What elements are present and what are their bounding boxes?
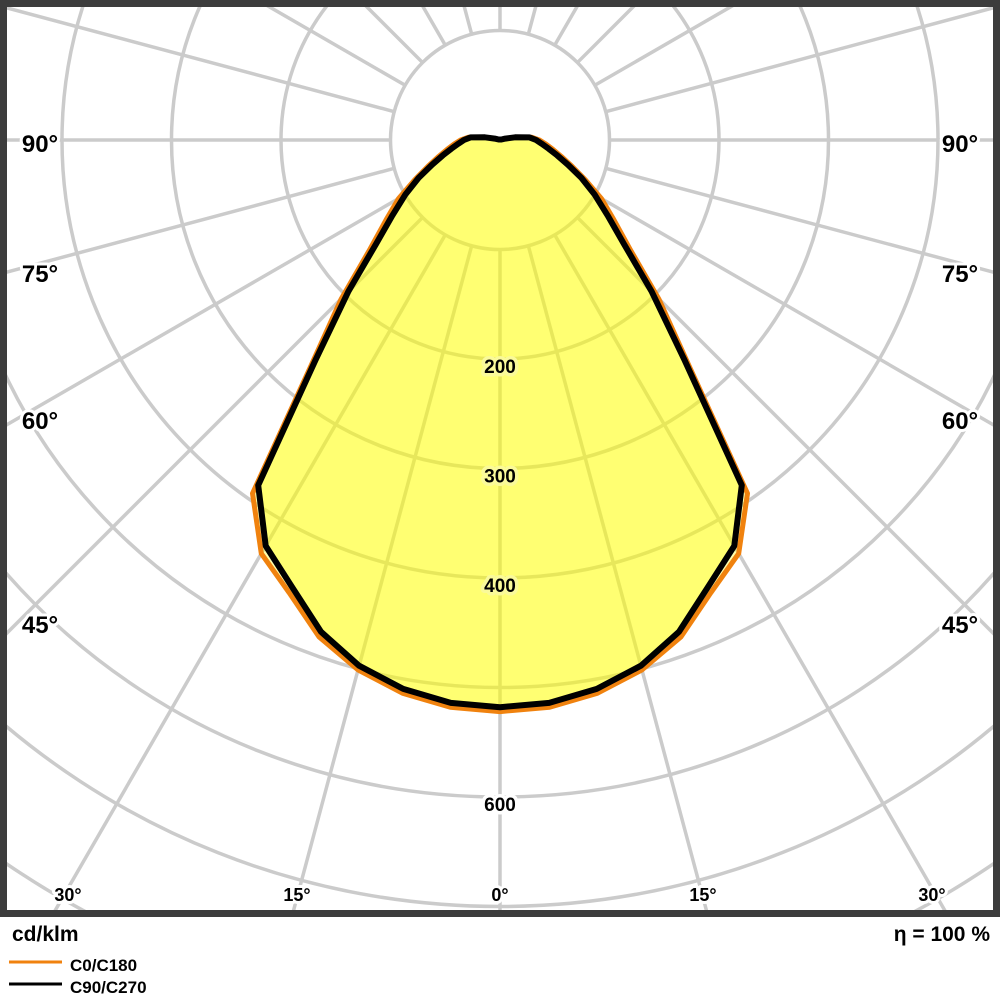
angle-label-right-75°: 75° bbox=[942, 261, 978, 288]
radial-label-600: 600 bbox=[484, 795, 516, 816]
grid-spoke-345 bbox=[291, 245, 474, 913]
angle-labels: 90° 75° 60° 45° 90° 75° 60° 45° 30° 15° 0° 15° 30° bbox=[19, 128, 981, 908]
grid-spoke-75 bbox=[605, 166, 993, 274]
radial-label-300: 300 bbox=[484, 467, 516, 488]
grid-spoke-120 bbox=[593, 7, 734, 87]
angle-label-bottom-1: 15° bbox=[283, 885, 310, 905]
grid-spoke-240 bbox=[266, 7, 407, 87]
grid-spoke-105 bbox=[605, 7, 993, 114]
angle-label-bottom-4: 30° bbox=[918, 885, 945, 905]
fill-c0-c180 bbox=[252, 137, 748, 712]
legend: C0/C180 C90/C270 bbox=[9, 956, 147, 997]
angle-label-left-90°: 90° bbox=[22, 131, 58, 158]
angle-label-right-60°: 60° bbox=[942, 408, 978, 435]
angle-label-bottom-3: 15° bbox=[689, 885, 716, 905]
grid-spoke-300 bbox=[7, 193, 407, 427]
grid-spoke-315 bbox=[7, 216, 424, 636]
footer: cd/klm η = 100 % C0/C180 C90/C270 bbox=[9, 923, 990, 997]
radial-label-400: 400 bbox=[484, 576, 516, 597]
angle-label-bottom-0: 30° bbox=[54, 885, 81, 905]
plot-border bbox=[0, 0, 1000, 917]
legend-label-c90-c270: C90/C270 bbox=[70, 978, 147, 997]
angle-label-left-75°: 75° bbox=[22, 261, 58, 288]
unit-label: cd/klm bbox=[12, 923, 79, 946]
angle-label-right-90°: 90° bbox=[942, 131, 978, 158]
grid-spoke-60 bbox=[593, 193, 993, 427]
intensity-curves bbox=[250, 134, 750, 715]
efficiency-label: η = 100 % bbox=[894, 923, 991, 946]
grid-spoke-30 bbox=[553, 233, 949, 913]
fill-c90-c270 bbox=[258, 137, 742, 708]
radial-label-200: 200 bbox=[484, 357, 516, 378]
radial-value-labels: 200 300 400 600 bbox=[481, 354, 520, 820]
legend-label-c0-c180: C0/C180 bbox=[70, 956, 137, 975]
grid-spoke-15 bbox=[526, 245, 709, 913]
angle-label-bottom-2: 0° bbox=[491, 885, 508, 905]
grid-spoke-45 bbox=[576, 216, 993, 636]
angle-label-left-45°: 45° bbox=[22, 612, 58, 639]
grid-spoke-285 bbox=[7, 166, 395, 274]
angle-label-right-45°: 45° bbox=[942, 612, 978, 639]
curve-c90-c270 bbox=[255, 134, 745, 711]
angle-label-left-60°: 60° bbox=[22, 408, 58, 435]
grid-spoke-330 bbox=[51, 233, 447, 913]
grid-spoke-225 bbox=[364, 7, 424, 64]
grid-spoke-255 bbox=[7, 7, 395, 114]
grid-spoke-135 bbox=[576, 7, 636, 64]
